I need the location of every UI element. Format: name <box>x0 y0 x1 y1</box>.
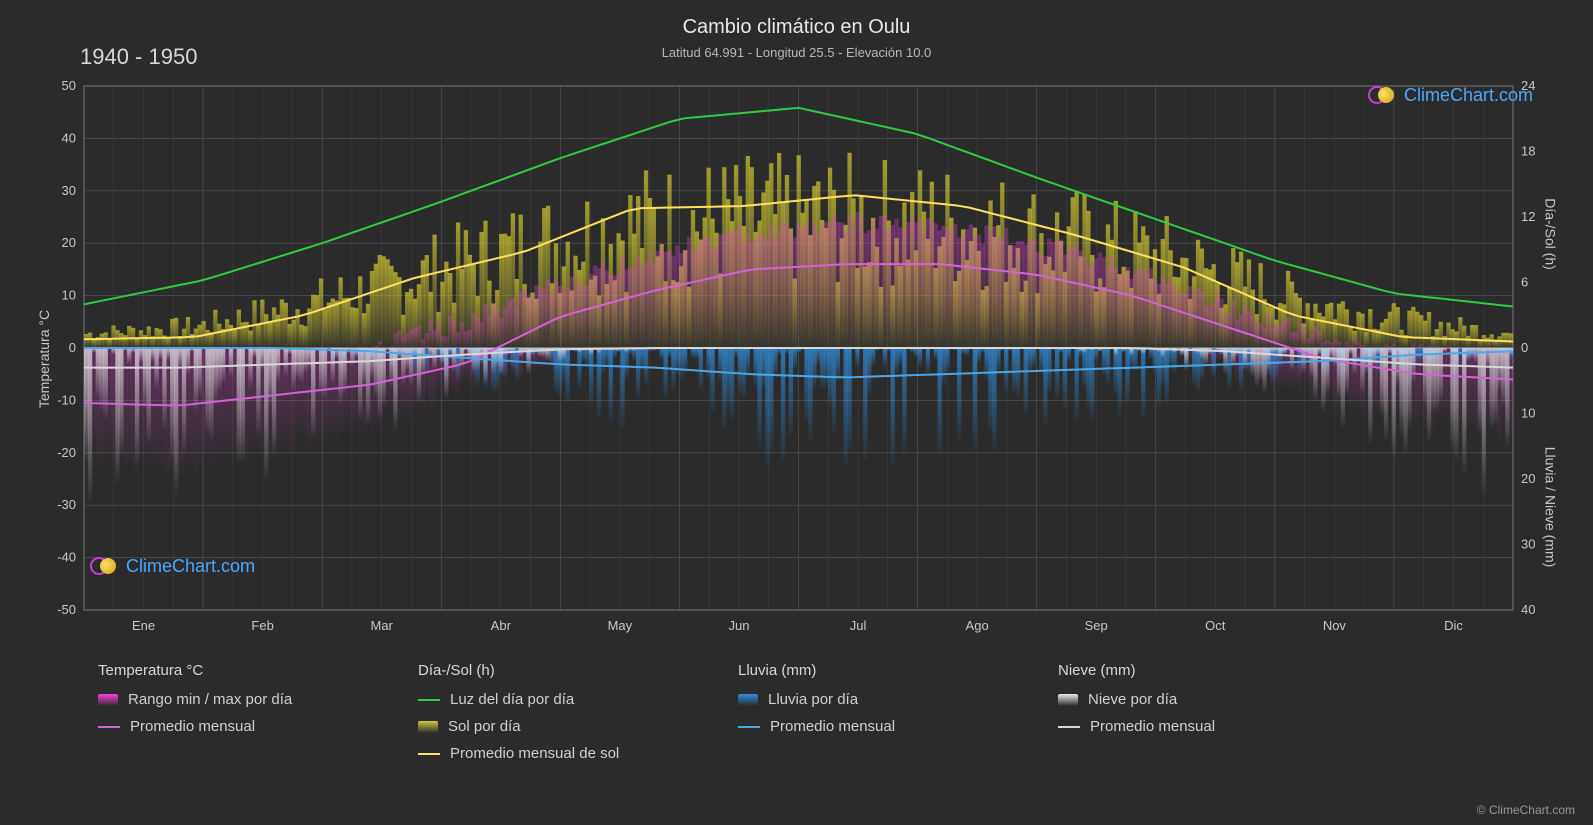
svg-text:50: 50 <box>62 78 76 93</box>
legend-header: Nieve (mm) <box>1058 662 1318 679</box>
svg-text:0: 0 <box>69 340 76 355</box>
svg-text:18: 18 <box>1521 144 1535 159</box>
chart-svg: -50-40-30-20-100102030405006121824102030… <box>28 74 1565 644</box>
swatch-sun-daily <box>418 721 438 733</box>
legend-item: Nieve por día <box>1058 691 1318 708</box>
y-axis-left-label: Temperatura °C <box>36 310 52 408</box>
svg-text:20: 20 <box>1521 471 1535 486</box>
svg-text:40: 40 <box>1521 602 1535 617</box>
swatch-temp-range <box>98 694 118 706</box>
swatch-snow-daily <box>1058 694 1078 706</box>
svg-text:Ene: Ene <box>132 618 155 633</box>
svg-text:Ago: Ago <box>966 618 989 633</box>
legend-item: Promedio mensual de sol <box>418 745 678 762</box>
y-axis-right-top-label: Día-/Sol (h) <box>1543 198 1559 270</box>
svg-text:-50: -50 <box>57 602 76 617</box>
svg-text:Jul: Jul <box>850 618 867 633</box>
logo-icon <box>1368 84 1398 106</box>
chart-area: Temperatura °C Día-/Sol (h) Lluvia / Nie… <box>28 74 1565 644</box>
svg-text:Nov: Nov <box>1323 618 1347 633</box>
svg-text:-40: -40 <box>57 550 76 565</box>
legend-col-temp: Temperatura °C Rango min / max por día P… <box>98 662 358 762</box>
svg-text:Jun: Jun <box>728 618 749 633</box>
legend-label: Sol por día <box>448 718 521 735</box>
watermark-top: ClimeChart.com <box>1368 84 1533 106</box>
svg-text:-10: -10 <box>57 392 76 407</box>
legend-label: Promedio mensual de sol <box>450 745 619 762</box>
svg-text:10: 10 <box>62 288 76 303</box>
svg-text:6: 6 <box>1521 275 1528 290</box>
chart-subtitle: Latitud 64.991 - Longitud 25.5 - Elevaci… <box>28 45 1565 60</box>
svg-text:20: 20 <box>62 235 76 250</box>
swatch-daylight <box>418 699 440 701</box>
copyright-text: © ClimeChart.com <box>1477 803 1575 817</box>
svg-text:Dic: Dic <box>1444 618 1463 633</box>
y-axis-right-bot-label: Lluvia / Nieve (mm) <box>1543 447 1559 568</box>
svg-text:10: 10 <box>1521 406 1535 421</box>
logo-icon <box>90 555 120 577</box>
watermark-bottom: ClimeChart.com <box>90 555 255 577</box>
swatch-sun-avg <box>418 753 440 755</box>
logo-text: ClimeChart.com <box>126 556 255 577</box>
svg-text:Oct: Oct <box>1205 618 1226 633</box>
svg-text:12: 12 <box>1521 209 1535 224</box>
swatch-rain-daily <box>738 694 758 706</box>
legend-col-snow: Nieve (mm) Nieve por día Promedio mensua… <box>1058 662 1318 762</box>
legend-label: Promedio mensual <box>770 718 895 735</box>
swatch-snow-avg <box>1058 726 1080 728</box>
svg-text:Feb: Feb <box>251 618 273 633</box>
svg-text:Sep: Sep <box>1085 618 1108 633</box>
legend-label: Promedio mensual <box>130 718 255 735</box>
legend-item: Promedio mensual <box>98 718 358 735</box>
svg-text:Mar: Mar <box>371 618 394 633</box>
legend-item: Lluvia por día <box>738 691 998 708</box>
svg-text:30: 30 <box>1521 537 1535 552</box>
swatch-temp-avg <box>98 726 120 728</box>
legend-label: Luz del día por día <box>450 691 574 708</box>
svg-text:Abr: Abr <box>491 618 512 633</box>
chart-title: Cambio climático en Oulu <box>28 16 1565 39</box>
legend-item: Promedio mensual <box>738 718 998 735</box>
legend-col-daysun: Día-/Sol (h) Luz del día por día Sol por… <box>418 662 678 762</box>
legend-label: Rango min / max por día <box>128 691 292 708</box>
svg-text:30: 30 <box>62 183 76 198</box>
legend-header: Lluvia (mm) <box>738 662 998 679</box>
svg-text:May: May <box>608 618 633 633</box>
svg-text:-30: -30 <box>57 497 76 512</box>
svg-text:0: 0 <box>1521 340 1528 355</box>
legend: Temperatura °C Rango min / max por día P… <box>28 644 1565 762</box>
legend-item: Promedio mensual <box>1058 718 1318 735</box>
year-range-label: 1940 - 1950 <box>80 44 197 70</box>
legend-label: Nieve por día <box>1088 691 1177 708</box>
legend-label: Promedio mensual <box>1090 718 1215 735</box>
legend-header: Temperatura °C <box>98 662 358 679</box>
legend-label: Lluvia por día <box>768 691 858 708</box>
legend-col-rain: Lluvia (mm) Lluvia por día Promedio mens… <box>738 662 998 762</box>
legend-item: Sol por día <box>418 718 678 735</box>
legend-header: Día-/Sol (h) <box>418 662 678 679</box>
legend-item: Rango min / max por día <box>98 691 358 708</box>
svg-text:40: 40 <box>62 130 76 145</box>
svg-text:-20: -20 <box>57 445 76 460</box>
legend-item: Luz del día por día <box>418 691 678 708</box>
swatch-rain-avg <box>738 726 760 728</box>
logo-text: ClimeChart.com <box>1404 85 1533 106</box>
